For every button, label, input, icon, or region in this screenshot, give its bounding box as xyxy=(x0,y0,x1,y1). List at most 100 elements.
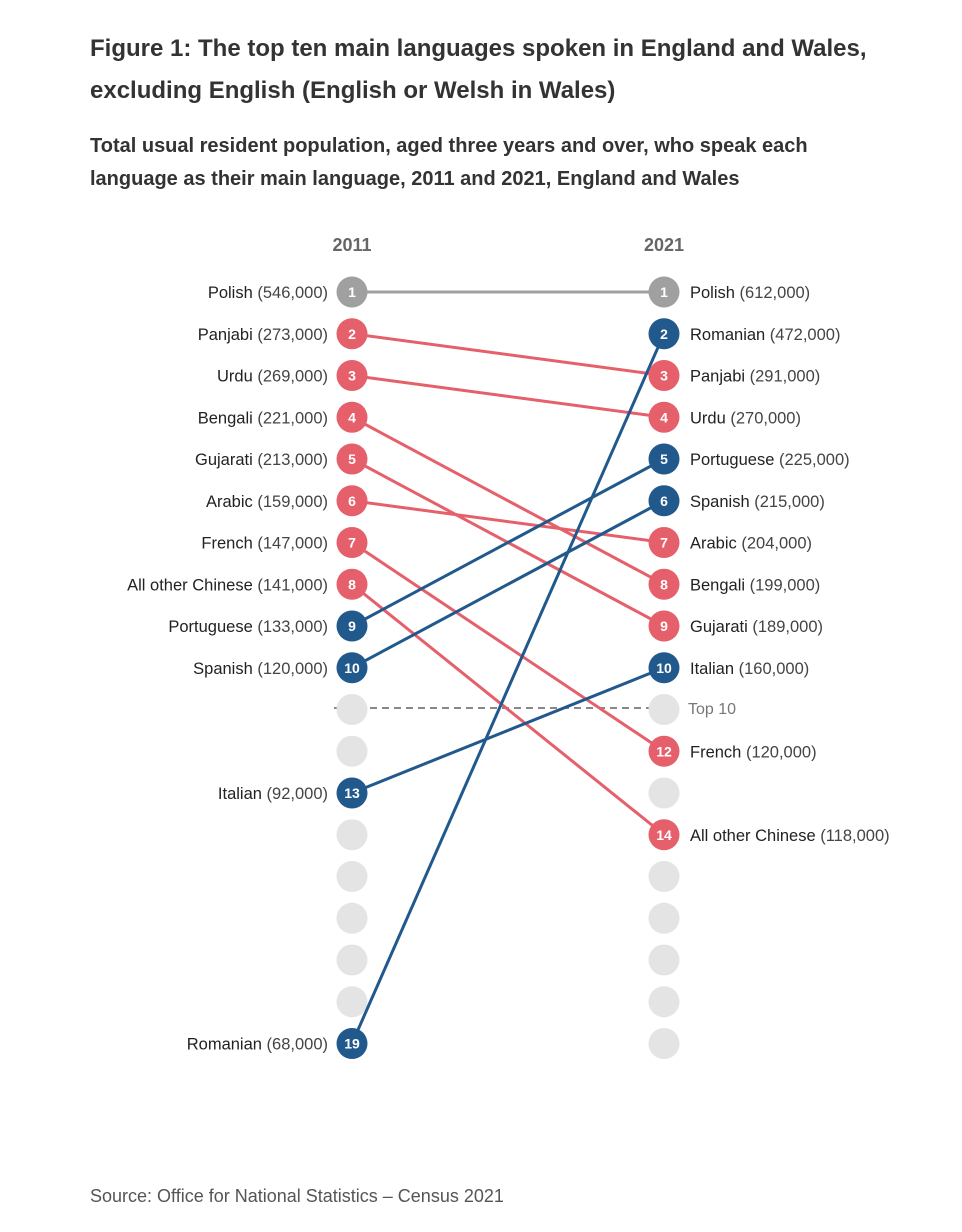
speaker-count: (120,000) xyxy=(253,660,328,678)
column-header-2021: 2021 xyxy=(644,235,684,255)
label-2011-polish: Polish (546,000) xyxy=(208,284,328,302)
language-name: Spanish xyxy=(193,660,253,678)
rank-2021-panjabi: 3 xyxy=(660,368,668,384)
label-2011-arabic: Arabic (159,000) xyxy=(206,493,328,511)
rank-2011-polish: 1 xyxy=(348,284,356,300)
marker-2021-spanish xyxy=(648,485,680,517)
language-name: Portuguese xyxy=(168,618,252,636)
line-portuguese xyxy=(351,457,665,628)
marker-2011-portuguese xyxy=(336,610,368,642)
rank-2011-spanish: 10 xyxy=(344,660,360,676)
speaker-count: (225,000) xyxy=(774,451,849,469)
marker-2021-arabic xyxy=(648,527,680,558)
marker-2021-polish xyxy=(648,276,680,308)
rank-2011-italian: 13 xyxy=(344,785,360,801)
speaker-count: (120,000) xyxy=(741,743,816,761)
rank-2011-urdu: 3 xyxy=(348,368,356,384)
empty-slot-2011-rank-18 xyxy=(336,986,368,1018)
marker-2011-arabic xyxy=(336,485,368,517)
rank-2011-panjabi: 2 xyxy=(348,326,356,342)
line-bengali xyxy=(351,415,665,586)
rank-2011-portuguese: 9 xyxy=(348,618,356,634)
chart-subtitle: Total usual resident population, aged th… xyxy=(90,135,808,190)
language-name: Gujarati xyxy=(195,451,253,469)
label-2011-urdu: Urdu (269,000) xyxy=(217,368,328,386)
label-2011-italian: Italian (92,000) xyxy=(218,785,328,803)
speaker-count: (270,000) xyxy=(726,409,801,427)
speaker-count: (141,000) xyxy=(253,576,328,594)
language-name: French xyxy=(690,743,741,761)
line-romanian xyxy=(350,333,666,1045)
line-spanish xyxy=(351,499,665,670)
line-french xyxy=(351,541,665,753)
empty-slot-2021-rank-17 xyxy=(648,944,680,976)
speaker-count: (159,000) xyxy=(253,493,328,511)
language-name: Italian xyxy=(690,660,734,678)
label-2021-all-other-chinese: All other Chinese (118,000) xyxy=(690,827,890,845)
rank-2021-gujarati: 9 xyxy=(660,618,668,634)
marker-2011-polish xyxy=(336,276,368,308)
speaker-count: (546,000) xyxy=(253,284,328,302)
label-2021-romanian: Romanian (472,000) xyxy=(690,326,840,344)
speaker-count: (273,000) xyxy=(253,326,328,344)
empty-slot-2021-rank-16 xyxy=(648,902,680,934)
label-2011-french: French (147,000) xyxy=(201,535,328,553)
line-italian xyxy=(351,666,665,795)
line-all-other-chinese xyxy=(351,583,665,836)
marker-2021-bengali xyxy=(648,568,680,600)
marker-2021-french xyxy=(648,735,680,767)
rank-2021-romanian: 2 xyxy=(660,326,668,342)
rank-2011-french: 7 xyxy=(348,535,356,551)
rank-2021-arabic: 7 xyxy=(660,535,668,551)
marker-2021-italian xyxy=(648,652,680,684)
speaker-count: (189,000) xyxy=(748,618,823,636)
language-name: Urdu xyxy=(690,409,726,427)
marker-2011-gujarati xyxy=(336,443,368,475)
speaker-count: (215,000) xyxy=(750,493,825,511)
marker-2011-romanian xyxy=(336,1028,368,1059)
label-2011-bengali: Bengali (221,000) xyxy=(198,409,328,427)
language-name: Panjabi xyxy=(198,326,253,344)
empty-slot-2011-rank-11 xyxy=(336,694,368,725)
rank-2021-bengali: 8 xyxy=(660,576,668,592)
speaker-count: (133,000) xyxy=(253,618,328,636)
rank-2011-bengali: 4 xyxy=(348,409,356,425)
label-2011-gujarati: Gujarati (213,000) xyxy=(195,451,328,469)
rank-2011-all-other-chinese: 8 xyxy=(348,576,356,592)
empty-slot-2021-rank-19 xyxy=(648,1028,680,1059)
language-name: Arabic xyxy=(690,535,737,553)
language-name: Polish xyxy=(690,284,735,302)
language-name: All other Chinese xyxy=(690,827,816,845)
language-name: Bengali xyxy=(690,576,745,594)
empty-slot-2021-rank-18 xyxy=(648,986,680,1018)
speaker-count: (199,000) xyxy=(745,576,820,594)
rank-2021-italian: 10 xyxy=(656,660,672,676)
marker-2021-panjabi xyxy=(648,360,680,391)
marker-2021-gujarati xyxy=(648,610,680,642)
marker-2011-urdu xyxy=(336,360,368,391)
marker-2011-all-other-chinese xyxy=(336,568,368,600)
language-name: French xyxy=(201,535,252,553)
label-2011-romanian: Romanian (68,000) xyxy=(187,1036,328,1054)
rank-2021-polish: 1 xyxy=(660,284,668,300)
marker-2011-panjabi xyxy=(336,318,368,350)
line-arabic xyxy=(351,499,665,544)
language-name: Romanian xyxy=(690,326,765,344)
label-2021-italian: Italian (160,000) xyxy=(690,660,809,678)
marker-2021-romanian xyxy=(648,318,680,350)
marker-2011-spanish xyxy=(336,652,368,684)
top10-label: Top 10 xyxy=(688,701,736,718)
language-name: Arabic xyxy=(206,493,253,511)
language-name: Spanish xyxy=(690,493,750,511)
line-urdu xyxy=(351,374,665,419)
marker-2011-italian xyxy=(336,777,368,809)
label-2011-spanish: Spanish (120,000) xyxy=(193,660,328,678)
speaker-count: (472,000) xyxy=(765,326,840,344)
rank-2021-urdu: 4 xyxy=(660,409,668,425)
empty-slot-2021-rank-15 xyxy=(648,861,680,892)
language-name: Polish xyxy=(208,284,253,302)
language-name: Gujarati xyxy=(690,618,748,636)
rank-markers: 1 Polish (546,000) 1 Polish (612,000) 2 Panja… xyxy=(127,276,890,1059)
empty-slot-2011-rank-16 xyxy=(336,902,368,934)
speaker-count: (269,000) xyxy=(253,368,328,386)
